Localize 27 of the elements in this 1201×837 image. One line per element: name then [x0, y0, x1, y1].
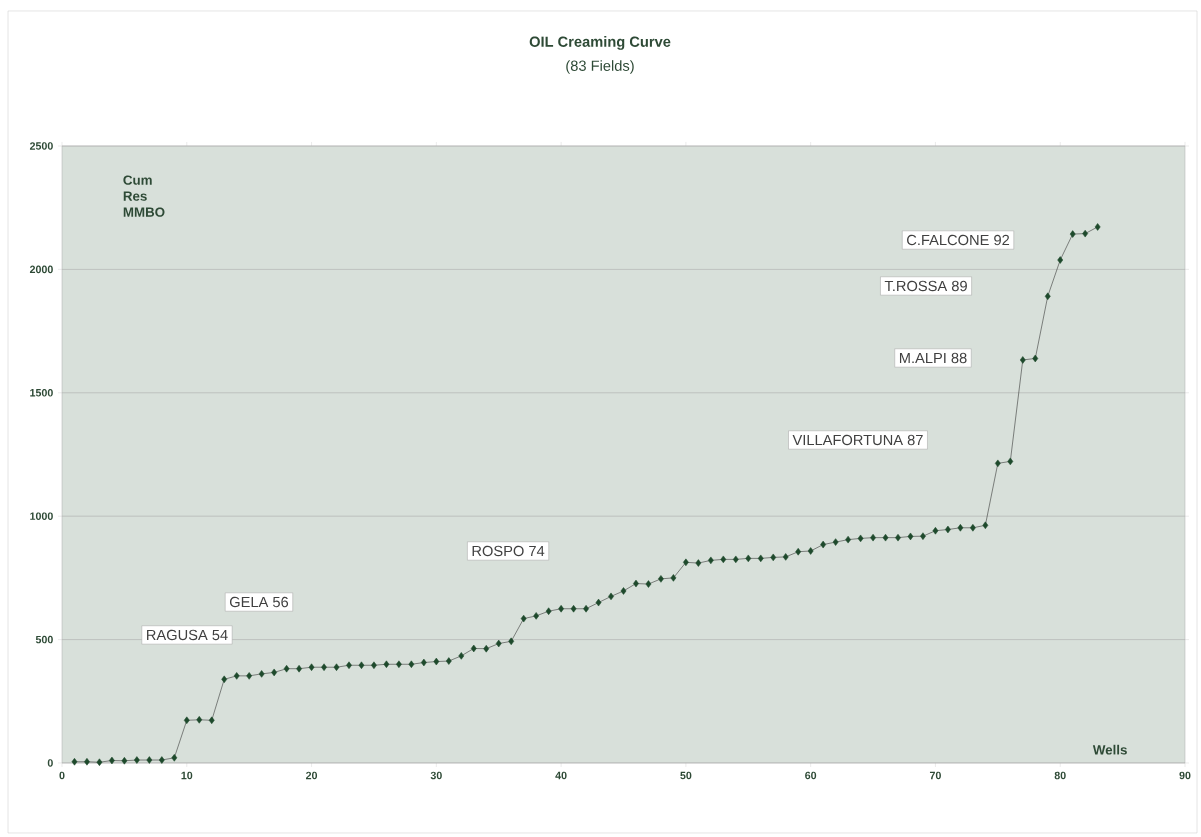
y-tick-label: 1500 [30, 389, 53, 397]
y-tick-label: 2500 [29, 142, 53, 150]
x-tick-label: 80 [1054, 771, 1066, 780]
y-axis-title: Cum Res MMBO [123, 175, 165, 217]
x-tick-label: 40 [555, 771, 567, 780]
annotation: GELA 56 [229, 596, 289, 608]
x-tick-label: 20 [306, 771, 318, 780]
y-tick-label: 2000 [29, 265, 53, 274]
x-tick-label: 50 [680, 771, 692, 780]
x-tick-label: 90 [1179, 771, 1191, 780]
x-axis-title: Wells [1092, 744, 1127, 755]
y-tick-label: 0 [47, 759, 53, 767]
chart-title: OIL Creaming Curve [529, 36, 671, 50]
x-tick-label: 60 [805, 771, 817, 780]
y-tick-label: 500 [35, 635, 53, 644]
annotation: T.ROSSA 89 [884, 280, 967, 292]
x-tick-label: 10 [181, 771, 193, 780]
annotation: ROSPO 74 [472, 545, 545, 557]
annotation: VILLAFORTUNA 87 [792, 434, 923, 446]
annotation: RAGUSA 54 [147, 629, 228, 641]
y-tick-label: 1000 [30, 512, 53, 520]
annotation: M.ALPI 88 [899, 352, 967, 364]
x-tick-label: 30 [430, 771, 442, 780]
x-tick-label: 70 [929, 771, 941, 780]
chart-subtitle: (83 Fields) [566, 60, 634, 74]
annotation: C.FALCONE 92 [907, 234, 1010, 246]
x-tick-label: 0 [59, 771, 65, 780]
